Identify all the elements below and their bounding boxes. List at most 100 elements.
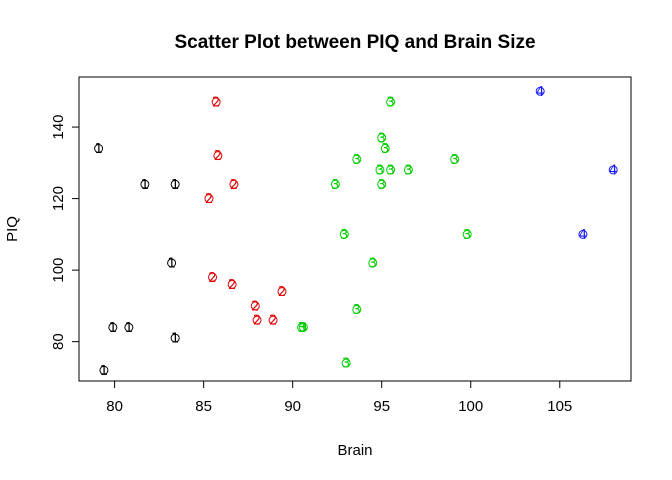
- point-marker-label: 1: [167, 256, 175, 271]
- point-circle: [99, 365, 109, 375]
- data-point-series-2: 2: [227, 278, 237, 293]
- point-marker-label: 4: [579, 228, 587, 243]
- point-marker-label: 4: [609, 163, 617, 178]
- point-marker-label: 3: [378, 178, 386, 193]
- point-circle: [352, 154, 362, 164]
- data-point-series-3: 3: [375, 163, 385, 178]
- data-point-series-1: 1: [99, 364, 109, 379]
- y-tick-label: 120: [50, 186, 67, 211]
- point-marker-label: 3: [463, 228, 471, 243]
- point-marker-label: 2: [214, 149, 222, 164]
- point-circle: [108, 322, 118, 332]
- point-circle: [578, 229, 588, 239]
- data-point-series-2: 2: [252, 314, 262, 329]
- point-marker-label: 2: [269, 314, 277, 329]
- data-point-series-1: 1: [167, 256, 177, 271]
- data-point-series-2: 2: [277, 285, 287, 300]
- point-circle: [386, 97, 396, 107]
- data-point-series-1: 1: [140, 178, 150, 193]
- point-circle: [204, 194, 214, 204]
- data-point-series-3: 3: [450, 153, 460, 168]
- point-circle: [339, 229, 349, 239]
- point-circle: [268, 315, 278, 325]
- point-marker-label: 2: [251, 299, 259, 314]
- point-marker-label: 1: [171, 178, 179, 193]
- point-circle: [250, 301, 260, 311]
- point-marker-label: 3: [451, 153, 459, 168]
- data-point-series-3: 3: [298, 321, 308, 336]
- point-circle: [377, 179, 387, 189]
- point-circle: [167, 258, 177, 268]
- data-point-series-2: 2: [204, 192, 214, 207]
- point-circle: [211, 97, 221, 107]
- point-marker-label: 1: [94, 142, 102, 157]
- point-circle: [380, 144, 390, 154]
- data-point-series-3: 3: [377, 178, 387, 193]
- x-tick-label: 90: [284, 398, 301, 415]
- point-marker-label: 4: [536, 85, 544, 100]
- point-marker-label: 2: [205, 192, 213, 207]
- point-circle: [352, 304, 362, 314]
- data-point-series-3: 3: [352, 303, 362, 318]
- point-circle: [94, 144, 104, 154]
- point-circle: [277, 287, 287, 297]
- point-marker-label: 2: [212, 96, 220, 111]
- point-marker-label: 1: [171, 332, 179, 347]
- data-point-series-4: 4: [578, 228, 588, 243]
- point-circle: [403, 165, 413, 175]
- point-circle: [229, 179, 239, 189]
- y-axis-label: PIQ: [4, 216, 21, 242]
- point-marker-label: 2: [208, 271, 216, 286]
- data-point-series-3: 3: [341, 357, 351, 372]
- data-point-series-3: 3: [368, 256, 378, 271]
- data-point-series-4: 4: [608, 163, 618, 178]
- point-marker-label: 3: [369, 256, 377, 271]
- point-marker-label: 1: [125, 321, 133, 336]
- point-circle: [462, 229, 472, 239]
- point-circle: [535, 86, 545, 96]
- point-marker-label: 3: [331, 178, 339, 193]
- point-marker-label: 2: [230, 178, 238, 193]
- data-point-series-3: 3: [403, 163, 413, 178]
- point-marker-label: 3: [381, 142, 389, 157]
- data-point-series-1: 1: [124, 321, 134, 336]
- point-circle: [124, 322, 134, 332]
- point-marker-label: 1: [109, 321, 117, 336]
- point-circle: [377, 133, 387, 143]
- point-marker-label: 3: [297, 321, 305, 336]
- data-point-series-3: 3: [462, 228, 472, 243]
- y-tick-label: 80: [50, 333, 67, 350]
- data-point-series-3: 3: [352, 153, 362, 168]
- data-point-series-2: 2: [229, 178, 239, 193]
- point-marker-label: 3: [376, 163, 384, 178]
- x-axis-label: Brain: [337, 442, 372, 459]
- point-marker-label: 2: [228, 278, 236, 293]
- data-point-series-1: 1: [170, 332, 180, 347]
- data-point-series-2: 2: [268, 314, 278, 329]
- point-circle: [341, 358, 351, 368]
- x-tick-label: 95: [373, 398, 390, 415]
- data-point-series-3: 3: [380, 142, 390, 157]
- x-tick-label: 85: [195, 398, 212, 415]
- data-point-series-1: 1: [108, 321, 118, 336]
- data-point-series-4: 4: [535, 85, 545, 100]
- point-marker-label: 3: [353, 303, 361, 318]
- point-circle: [375, 165, 385, 175]
- point-circle: [386, 165, 396, 175]
- point-circle: [368, 258, 378, 268]
- point-marker-label: 3: [342, 357, 350, 372]
- point-marker-label: 2: [278, 285, 286, 300]
- point-marker-label: 3: [386, 96, 394, 111]
- point-circle: [252, 315, 262, 325]
- data-point-series-1: 1: [170, 178, 180, 193]
- y-tick-label: 140: [50, 115, 67, 140]
- point-marker-label: 3: [299, 321, 307, 336]
- point-marker-label: 1: [141, 178, 149, 193]
- y-tick-label: 100: [50, 258, 67, 283]
- data-point-series-2: 2: [250, 299, 260, 314]
- data-point-series-3: 3: [339, 228, 349, 243]
- y-axis: 80 100 120 140: [50, 115, 80, 350]
- point-marker-label: 3: [386, 163, 394, 178]
